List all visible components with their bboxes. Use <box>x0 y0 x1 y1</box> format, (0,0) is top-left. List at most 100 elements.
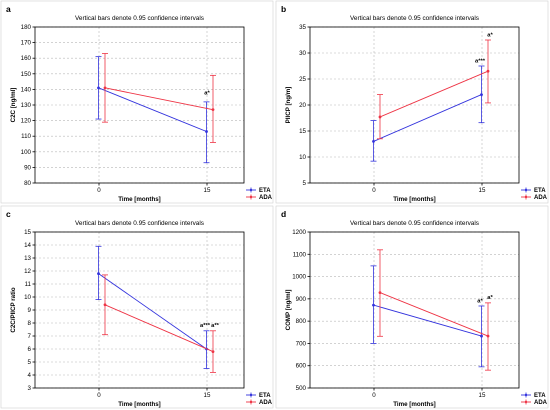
y-tick-label: 160 <box>21 55 32 62</box>
y-tick-label: 130 <box>21 102 32 109</box>
data-point <box>372 303 375 307</box>
data-point <box>97 86 100 90</box>
y-tick-label: 800 <box>296 318 307 325</box>
data-point <box>103 303 107 307</box>
y-axis-label: C2C/PIICP ratio <box>10 287 17 332</box>
y-tick-label: 90 <box>24 164 31 171</box>
x-tick-label: 15 <box>479 392 486 399</box>
panel-letter: d <box>281 209 286 219</box>
data-point <box>486 69 490 73</box>
panel-letter: c <box>6 209 11 219</box>
panel-frame <box>275 205 549 409</box>
panel-c: c Vertical bars denote 0.95 confidence in… <box>0 205 274 409</box>
x-axis-label: Time [months] <box>393 196 436 203</box>
y-axis-label: C2C [ng/ml] <box>10 88 17 123</box>
y-tick-label: 1200 <box>292 229 306 236</box>
significance-annotation: a* <box>487 295 493 301</box>
y-tick-label: 600 <box>296 363 307 370</box>
x-tick-label: 0 <box>372 392 376 399</box>
y-tick-label: 12 <box>24 268 31 275</box>
legend-label: ADA <box>259 400 273 406</box>
y-tick-label: 14 <box>24 242 31 249</box>
data-point <box>372 140 375 143</box>
panel-d: d Vertical bars denote 0.95 confidence in… <box>275 205 549 409</box>
y-tick-label: 3 <box>28 385 32 392</box>
data-point <box>205 130 208 133</box>
y-tick-label: 15 <box>24 229 31 236</box>
y-tick-label: 120 <box>21 118 32 125</box>
x-axis-label: Time [months] <box>118 196 161 203</box>
series-line-ada <box>104 304 214 353</box>
data-point <box>480 93 483 96</box>
y-tick-label: 100 <box>21 149 32 156</box>
panel-letter: b <box>281 4 286 14</box>
data-point <box>97 272 100 275</box>
y-tick-label: 500 <box>296 385 307 392</box>
chart-title: Vertical bars denote 0.95 confidence int… <box>350 15 479 22</box>
y-tick-label: 20 <box>299 102 306 109</box>
y-tick-label: 1100 <box>293 251 307 258</box>
significance-annotation: a*** <box>200 323 211 329</box>
data-point <box>103 86 107 90</box>
panel-letter: a <box>6 4 11 14</box>
y-tick-label: 150 <box>21 71 32 78</box>
y-tick-label: 7 <box>28 333 32 340</box>
chart-title: Vertical bars denote 0.95 confidence int… <box>350 220 479 227</box>
series-line-ada <box>104 87 214 111</box>
series-line-eta <box>373 94 482 142</box>
significance-annotation: a* <box>477 298 483 304</box>
series-line-eta <box>98 273 207 350</box>
legend-label: ETA <box>259 393 271 399</box>
chart-title: Vertical bars denote 0.95 confidence int… <box>75 15 204 22</box>
legend-label: ETA <box>259 188 271 194</box>
y-tick-label: 140 <box>21 86 32 93</box>
legend-swatch-point <box>524 400 528 404</box>
legend-swatch-point <box>524 393 528 397</box>
panel-frame <box>0 0 274 204</box>
legend-swatch-point <box>524 188 528 192</box>
y-tick-label: 700 <box>296 340 307 347</box>
x-tick-label: 0 <box>372 187 376 194</box>
legend-swatch-point <box>249 400 253 404</box>
legend-label: ADA <box>259 195 273 201</box>
x-axis-label: Time [months] <box>118 401 161 408</box>
legend-label: ADA <box>534 195 548 201</box>
data-point <box>378 115 382 119</box>
legend-swatch-point <box>249 188 253 192</box>
y-tick-label: 1000 <box>292 274 306 281</box>
y-tick-label: 5 <box>303 180 307 187</box>
y-tick-label: 13 <box>24 255 31 262</box>
y-tick-label: 80 <box>24 180 31 187</box>
series-line-ada <box>379 70 489 118</box>
y-axis-label: COMP [ng/ml] <box>285 290 292 331</box>
y-tick-label: 9 <box>28 307 32 314</box>
series-line-eta <box>373 304 482 337</box>
y-tick-label: 8 <box>28 320 32 327</box>
y-tick-label: 5 <box>28 359 32 366</box>
significance-annotation: a** <box>211 323 219 329</box>
x-tick-label: 15 <box>204 392 211 399</box>
significance-annotation: a* <box>487 32 493 38</box>
legend-label: ETA <box>534 393 546 399</box>
y-tick-label: 25 <box>299 76 306 83</box>
panel-frame <box>0 205 274 409</box>
y-tick-label: 900 <box>296 296 307 303</box>
y-tick-label: 10 <box>24 294 31 301</box>
y-axis-label: PIICP [ng/m] <box>285 87 292 124</box>
data-point <box>211 350 215 353</box>
y-tick-label: 4 <box>28 372 32 379</box>
data-point <box>378 291 382 295</box>
legend-swatch-point <box>249 393 253 397</box>
legend-label: ETA <box>534 188 546 194</box>
series-line-ada <box>379 292 489 337</box>
data-point <box>211 108 215 112</box>
x-tick-label: 0 <box>97 392 101 399</box>
y-tick-label: 180 <box>21 24 32 31</box>
y-tick-label: 170 <box>21 40 32 47</box>
data-point <box>486 334 490 338</box>
panel-a: a Vertical bars denote 0.95 confidence in… <box>0 0 274 204</box>
plot-area <box>309 231 520 389</box>
legend-swatch-point <box>524 195 528 199</box>
x-tick-label: 0 <box>97 187 101 194</box>
